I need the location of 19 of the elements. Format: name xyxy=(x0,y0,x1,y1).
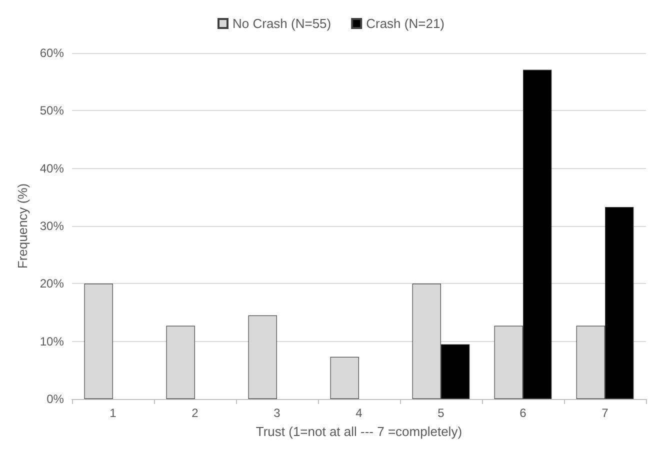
y-tick-label: 40% xyxy=(40,161,64,176)
x-tick-label: 7 xyxy=(602,406,609,420)
x-tick-label: 3 xyxy=(274,406,281,420)
y-axis-title: Frequency (%) xyxy=(15,183,30,269)
x-tick-label: 4 xyxy=(356,406,363,420)
legend-label: No Crash (N=55) xyxy=(232,16,332,31)
x-tick-label: 5 xyxy=(438,406,445,420)
x-tick-label: 6 xyxy=(520,406,527,420)
legend-label: Crash (N=21) xyxy=(366,16,445,31)
y-tick-label: 30% xyxy=(40,219,64,233)
x-tick-label: 2 xyxy=(192,406,199,420)
bar xyxy=(330,356,359,399)
y-tick-label: 50% xyxy=(40,104,64,118)
y-tick-label: 60% xyxy=(40,46,64,60)
x-tick-label: 1 xyxy=(110,406,117,420)
y-tick-label: 0% xyxy=(46,392,64,406)
x-axis-title: Trust (1=not at all --- 7 =completely) xyxy=(256,424,462,439)
y-tick-label: 20% xyxy=(40,276,64,291)
y-tick-label: 10% xyxy=(40,334,64,348)
